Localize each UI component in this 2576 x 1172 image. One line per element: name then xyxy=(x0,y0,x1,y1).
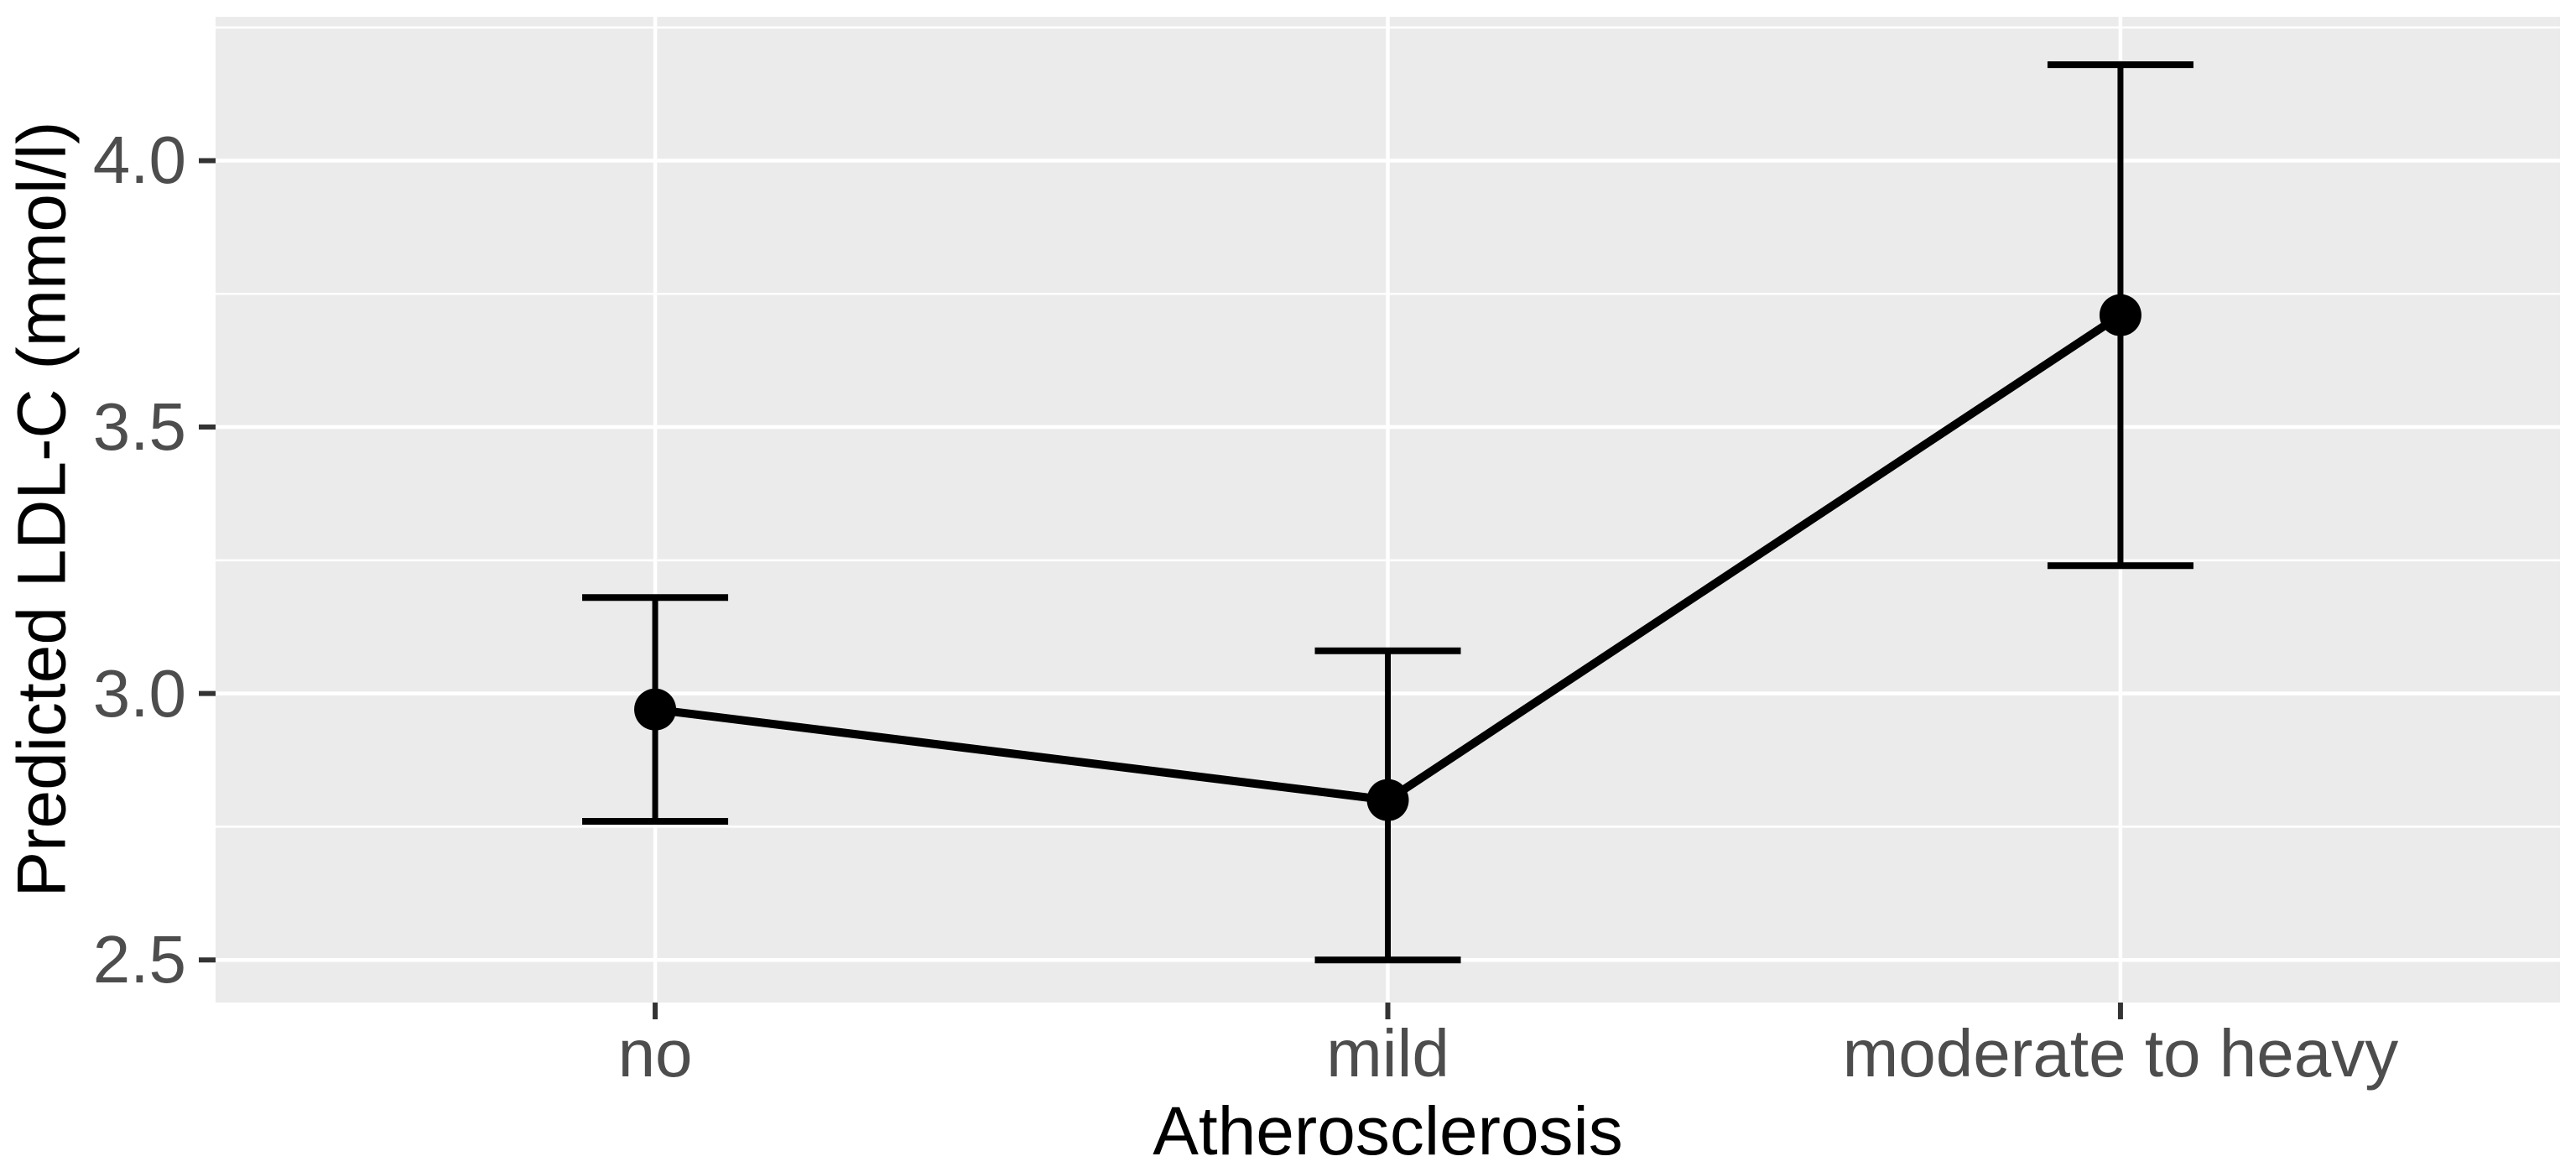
data-point xyxy=(2099,294,2141,336)
data-point xyxy=(634,688,677,731)
x-axis-title: Atherosclerosis xyxy=(1153,1093,1623,1169)
y-tick-label: 3.0 xyxy=(92,655,186,731)
x-tick-label: moderate to heavy xyxy=(1842,1016,2399,1091)
x-tick-label: mild xyxy=(1326,1016,1449,1091)
y-tick-label: 3.5 xyxy=(92,389,186,465)
data-point xyxy=(1366,779,1409,821)
y-tick-label: 2.5 xyxy=(92,922,186,998)
y-tick-label: 4.0 xyxy=(92,122,186,198)
x-tick-label: no xyxy=(617,1016,693,1091)
y-axis-title: Predicted LDL-C (mmol/l) xyxy=(3,121,81,898)
